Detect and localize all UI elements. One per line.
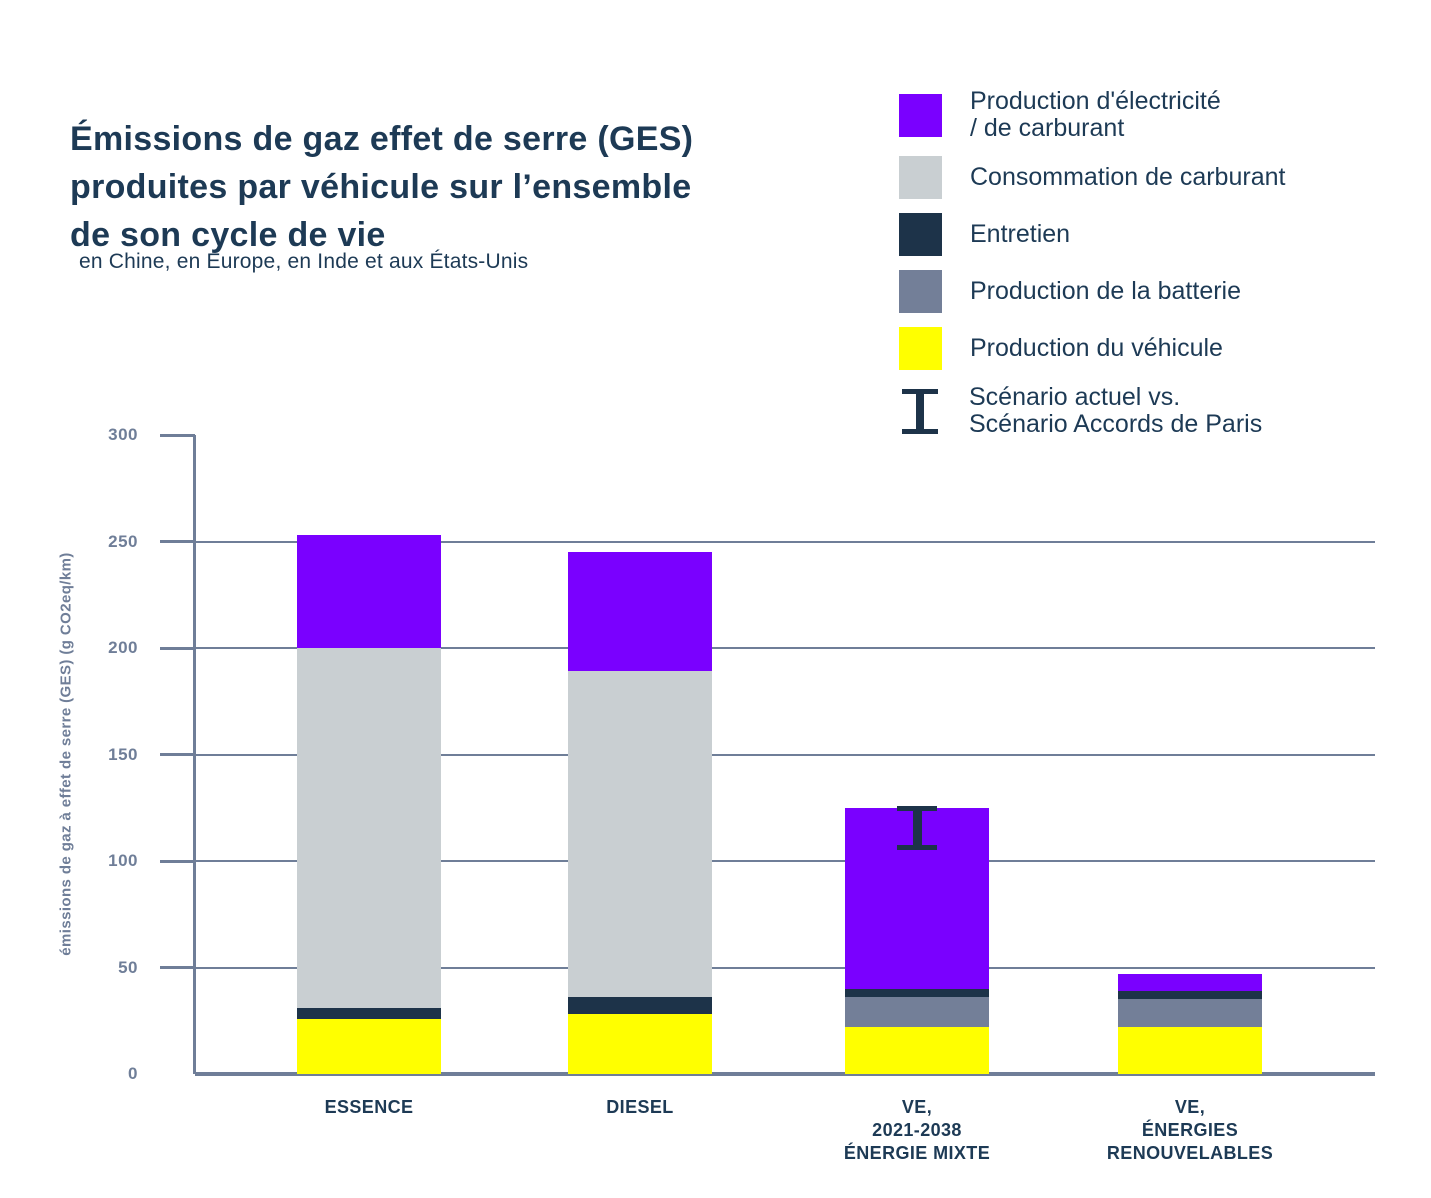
bar-segment-1-cat-3 bbox=[1118, 999, 1262, 1028]
bar-segment-3-cat-1 bbox=[568, 671, 712, 998]
legend-swatch-icon bbox=[899, 93, 942, 137]
error-bar-stem bbox=[912, 807, 922, 849]
x-category-label: DIESEL bbox=[606, 1097, 674, 1117]
legend-item-0: Production d'électricité / de carburant bbox=[899, 88, 1285, 142]
y-tick-label: 0 bbox=[128, 1064, 138, 1083]
bar-segment-0-cat-2 bbox=[845, 1027, 989, 1074]
bar-segment-4-cat-1 bbox=[568, 552, 712, 672]
y-tick-mark bbox=[160, 859, 195, 863]
bar-segment-4-cat-0 bbox=[297, 535, 441, 648]
legend-item-4: Production du véhicule bbox=[899, 327, 1285, 370]
legend-swatch-icon bbox=[899, 213, 942, 256]
gridline bbox=[195, 753, 1375, 756]
gridline bbox=[195, 540, 1375, 543]
x-axis-line bbox=[195, 1072, 1375, 1076]
error-bar-legend-icon bbox=[902, 388, 938, 434]
bar-segment-2-cat-0 bbox=[297, 1007, 441, 1019]
y-tick-mark bbox=[160, 433, 195, 437]
legend-item-label: Consommation de carburant bbox=[970, 163, 1286, 191]
gridline bbox=[195, 647, 1375, 649]
y-tick-label: 200 bbox=[108, 638, 138, 657]
bar-segment-0-cat-3 bbox=[1118, 1027, 1262, 1074]
bar-segment-1-cat-2 bbox=[845, 997, 989, 1028]
bar-segment-4-cat-3 bbox=[1118, 973, 1262, 991]
y-tick-label: 150 bbox=[108, 744, 138, 764]
gridline bbox=[195, 860, 1375, 862]
legend-item-5: Scénario actuel vs. Scénario Accords de … bbox=[899, 384, 1285, 438]
legend-swatch-icon bbox=[899, 327, 942, 370]
legend-item-label: Entretien bbox=[970, 220, 1071, 248]
y-tick-label: 50 bbox=[118, 957, 138, 977]
legend-item-label: Production de la batterie bbox=[970, 277, 1242, 305]
chart-title: Émissions de gaz effet de serre (GES) pr… bbox=[70, 119, 694, 254]
x-category-label: ESSENCE bbox=[324, 1097, 414, 1117]
y-tick-label: 250 bbox=[108, 531, 138, 551]
legend-swatch-icon bbox=[899, 156, 942, 199]
error-bar-top-cap bbox=[897, 805, 937, 811]
legend-item-label: Scénario actuel vs. Scénario Accords de … bbox=[969, 383, 1263, 438]
y-tick-label: 100 bbox=[108, 851, 138, 870]
legend-item-1: Consommation de carburant bbox=[899, 156, 1285, 199]
legend-item-3: Production de la batterie bbox=[899, 270, 1285, 313]
bar-segment-0-cat-0 bbox=[297, 1018, 441, 1074]
y-axis-line bbox=[193, 435, 196, 1074]
error-bar-bottom-cap bbox=[897, 845, 937, 851]
bar-segment-2-cat-2 bbox=[845, 988, 989, 998]
y-tick-label: 300 bbox=[108, 425, 138, 444]
bar-segment-2-cat-3 bbox=[1118, 990, 1262, 1000]
x-category-label: VE, 2021-2038 ÉNERGIE MIXTE bbox=[843, 1097, 991, 1163]
legend: Production d'électricité / de carburant C… bbox=[899, 88, 1285, 438]
bar-segment-0-cat-1 bbox=[568, 1014, 712, 1074]
y-tick-mark bbox=[160, 753, 195, 756]
legend-swatch-icon bbox=[899, 270, 942, 313]
legend-item-2: Entretien bbox=[899, 213, 1285, 256]
y-tick-mark bbox=[160, 540, 195, 543]
y-tick-mark bbox=[160, 646, 195, 650]
gridline bbox=[195, 966, 1375, 969]
bar-segment-3-cat-0 bbox=[297, 648, 441, 1008]
x-category-label: VE, ÉNERGIES RENOUVELABLES bbox=[1106, 1097, 1274, 1163]
legend-item-label: Production du véhicule bbox=[970, 334, 1223, 362]
bar-segment-2-cat-1 bbox=[568, 997, 712, 1015]
y-tick-mark bbox=[160, 966, 195, 969]
chart-subtitle: en Chine, en Europe, en Inde et aux État… bbox=[79, 250, 529, 273]
legend-item-label: Production d'électricité / de carburant bbox=[970, 87, 1221, 142]
